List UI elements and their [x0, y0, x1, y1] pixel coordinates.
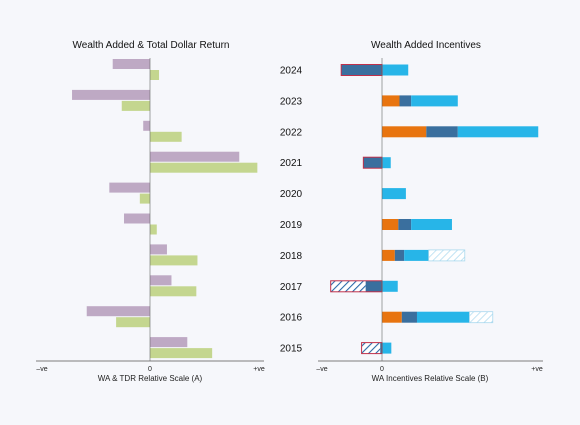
- left-bar-2018-series-2: [150, 255, 198, 266]
- right-bar-2016-darkblue-1: [401, 311, 417, 323]
- left-x-axis-label: WA & TDR Relative Scale (A): [98, 374, 203, 383]
- left-bar-2016-series-2: [116, 317, 150, 328]
- year-label-2017: 2017: [280, 282, 303, 293]
- left-bar-2024-series-2: [150, 70, 160, 80]
- right-tick-zero: 0: [380, 366, 384, 373]
- year-label-2020: 2020: [280, 189, 303, 200]
- right-bar-2024-darkblue-0: [341, 64, 382, 76]
- right-bar-2018-darkblue-1: [394, 249, 405, 261]
- left-bar-2017-series-2: [150, 286, 197, 297]
- right-bar-2022-lightblue-2: [457, 126, 539, 138]
- right-bar-2023-lightblue-2: [411, 95, 458, 107]
- right-bar-2015-darkblue-1: [380, 342, 382, 354]
- year-label-2022: 2022: [280, 127, 303, 138]
- left-bar-2024-series-1: [112, 59, 150, 69]
- left-bar-2021-series-2: [150, 162, 258, 173]
- left-bar-2023-series-1: [72, 89, 150, 100]
- year-labels-group: 2024 2023 2022 2021 2020 2019 2018 2017 2016 2015: [280, 66, 303, 355]
- right-tick-pos: +ve: [531, 366, 543, 373]
- right-bar-2018-lightblue-2: [404, 249, 429, 261]
- right-chart-title: Wealth Added Incentives: [371, 40, 481, 51]
- left-tick-pos: +ve: [253, 366, 265, 373]
- right-bar-2023-darkblue-1: [399, 95, 412, 107]
- right-bar-2023-orange-0: [382, 95, 400, 107]
- right-bar-2022-darkblue-1: [426, 126, 458, 138]
- right-bar-2022-orange-0: [382, 126, 427, 138]
- right-bar-2019-orange-0: [382, 219, 399, 230]
- left-tick-zero: 0: [148, 366, 152, 373]
- left-bar-2021-series-1: [150, 151, 240, 162]
- right-bar-2024-lightblue-1: [382, 64, 409, 76]
- year-label-2021: 2021: [280, 158, 303, 169]
- right-bar-2016-lightblue-2: [416, 311, 470, 323]
- right-bar-2018-hatch_light-3: [428, 249, 466, 262]
- right-bar-2017-darkblue-1: [365, 280, 382, 292]
- right-bar-2017-hatch_blue-0: [330, 280, 366, 292]
- right-bar-2016-orange-0: [382, 311, 402, 323]
- right-bars-group: [330, 64, 539, 355]
- right-bar-2018-orange-0: [382, 249, 395, 261]
- left-bar-2016-series-1: [86, 306, 150, 317]
- right-bar-2016-hatch_light-3: [469, 311, 494, 324]
- year-label-2016: 2016: [280, 313, 303, 324]
- left-bar-2020-series-2: [139, 193, 150, 204]
- year-label-2018: 2018: [280, 251, 303, 262]
- left-bar-2022-series-2: [150, 131, 182, 142]
- year-label-2024: 2024: [280, 66, 303, 77]
- right-bar-2021-darkblue-0: [363, 157, 382, 169]
- right-bar-2017-lightblue-2: [382, 280, 398, 292]
- right-tick-neg: –ve: [316, 366, 327, 373]
- year-label-2019: 2019: [280, 220, 303, 231]
- left-bar-2017-series-1: [150, 275, 172, 286]
- right-bar-2021-lightblue-1: [382, 157, 391, 169]
- left-chart-title: Wealth Added & Total Dollar Return: [73, 40, 230, 51]
- right-bar-2015-hatch_blue-0: [361, 342, 381, 354]
- left-bar-2020-series-1: [109, 182, 150, 193]
- year-label-2015: 2015: [280, 344, 303, 355]
- right-x-axis-label: WA Incentives Relative Scale (B): [372, 374, 489, 383]
- right-bar-2019-lightblue-2: [411, 219, 452, 230]
- left-bar-2018-series-1: [150, 244, 167, 255]
- right-bar-2019-darkblue-1: [398, 219, 412, 230]
- left-bar-2015-series-1: [150, 337, 188, 348]
- left-bar-2019-series-2: [150, 224, 157, 235]
- left-bar-2015-series-2: [150, 348, 213, 359]
- left-bars-group: [72, 59, 258, 359]
- year-label-2023: 2023: [280, 96, 303, 107]
- right-bar-2020-lightblue-0: [382, 188, 406, 200]
- left-tick-neg: –ve: [36, 366, 47, 373]
- right-bar-2015-lightblue-2: [382, 342, 392, 354]
- left-bar-2022-series-1: [143, 120, 150, 131]
- left-bar-2019-series-1: [124, 213, 150, 224]
- left-bar-2023-series-2: [121, 100, 150, 111]
